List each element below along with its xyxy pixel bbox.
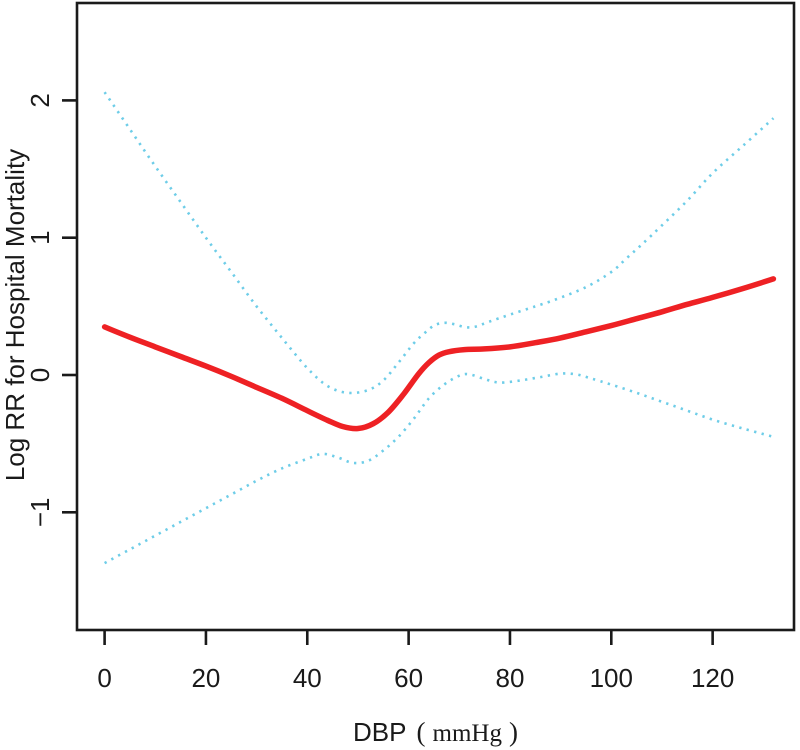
x-tick-label: 0 — [97, 663, 111, 693]
x-axis-title-unit: mmHg — [432, 720, 502, 747]
x-axis-title-main: DBP — [353, 717, 407, 747]
series-point-estimate — [101, 276, 777, 432]
series-layer — [101, 91, 777, 565]
axes-layer: 0 20 40 60 80 100 120 −1 0 1 2 — [25, 1, 796, 693]
x-tick-label: 100 — [590, 663, 633, 693]
x-tick-label: 80 — [495, 663, 524, 693]
x-tick-label: 60 — [394, 663, 423, 693]
x-tick-label: 20 — [191, 663, 220, 693]
y-tick-label: −1 — [25, 497, 55, 527]
series-upper-95ci — [103, 91, 775, 395]
series-lower-95ci — [103, 372, 774, 565]
x-axis-title: DBP (mmHg) — [77, 716, 794, 748]
y-tick-label: 2 — [25, 93, 55, 107]
x-axis-title-open-paren: ( — [416, 717, 426, 747]
y-tick-label: 1 — [25, 230, 55, 244]
y-tick-label: 0 — [25, 368, 55, 382]
plot-box — [75, 1, 796, 632]
x-tick-label: 120 — [691, 663, 734, 693]
y-axis-title: Log RR for Hospital Mortality — [0, 148, 30, 482]
x-axis-title-close-paren: ) — [508, 717, 518, 747]
x-tick-label: 40 — [293, 663, 322, 693]
